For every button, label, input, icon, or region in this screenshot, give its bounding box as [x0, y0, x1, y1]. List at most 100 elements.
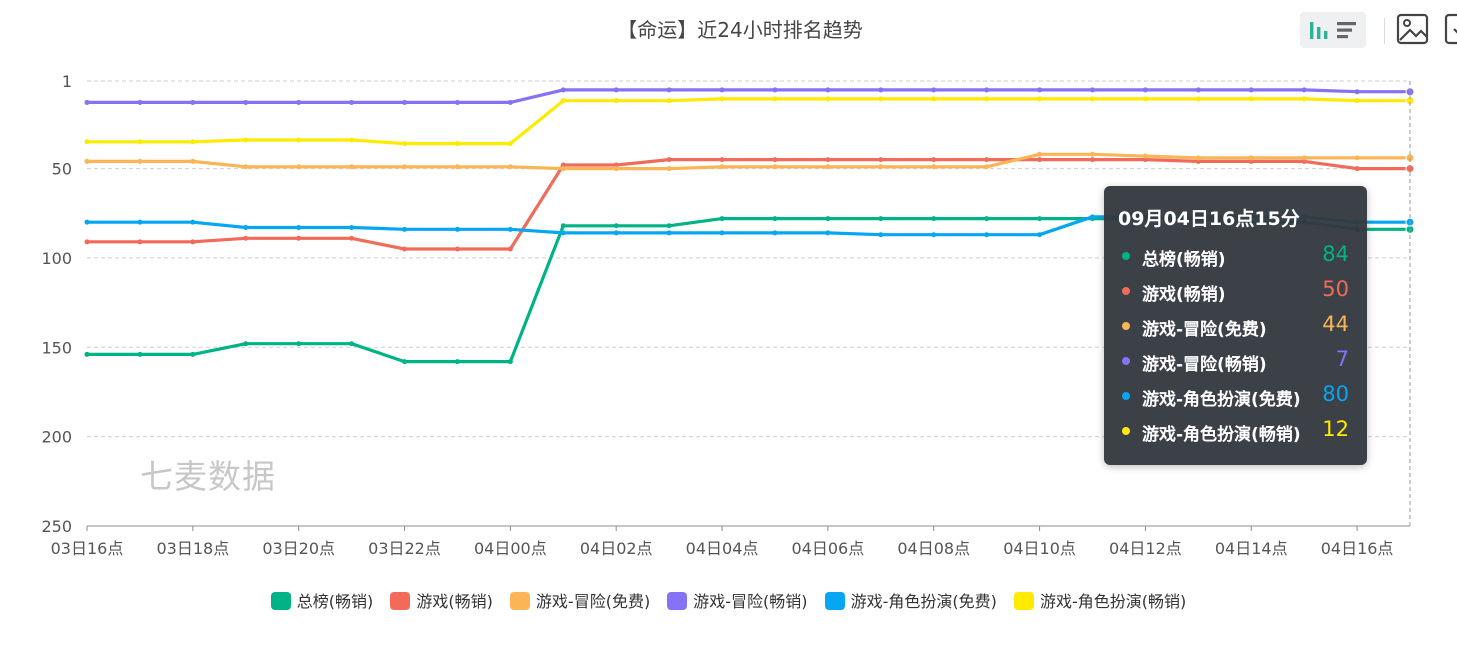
series-point	[1089, 87, 1095, 93]
legend-label: 总榜(畅销)	[296, 592, 374, 611]
series-point	[984, 232, 990, 238]
tooltip: 09月04日16点15分 总榜(畅销) 84 游戏(畅销) 50 游戏-冒险(免…	[1104, 186, 1367, 465]
series-point	[984, 96, 990, 102]
legend-item[interactable]: 游戏-冒险(免费)	[509, 588, 651, 612]
series-point	[1195, 158, 1201, 164]
series-point	[1142, 87, 1148, 93]
legend-label: 游戏-冒险(免费)	[535, 592, 651, 611]
x-tick-label: 04日00点	[474, 539, 547, 558]
series-point	[666, 157, 672, 163]
legend-item[interactable]: 总榜(畅销)	[270, 588, 374, 612]
series-point	[1248, 96, 1254, 102]
series-point	[1248, 158, 1254, 164]
series-point	[190, 139, 196, 145]
series-point	[454, 99, 460, 105]
tooltip-value: 84	[1322, 242, 1349, 266]
series-point	[296, 164, 302, 170]
series-line	[87, 152, 1410, 171]
series-point	[84, 239, 90, 245]
tooltip-row: 游戏-冒险(畅销) 7	[1104, 345, 1367, 375]
legend-item[interactable]: 游戏-角色扮演(畅销)	[1014, 588, 1186, 612]
series-point	[137, 351, 143, 357]
bar-chart-icon[interactable]	[1308, 18, 1330, 42]
tooltip-row: 游戏-冒险(免费) 44	[1104, 310, 1367, 340]
series-point	[984, 216, 990, 222]
series-point	[1195, 96, 1201, 102]
series-point	[613, 223, 619, 229]
series-point	[84, 139, 90, 145]
series-point	[296, 225, 302, 231]
x-tick-label: 03日16点	[51, 539, 124, 558]
legend-swatch	[1014, 592, 1034, 610]
tooltip-label: 游戏-角色扮演(免费)	[1142, 390, 1301, 410]
series-point	[1142, 153, 1148, 159]
legend-item[interactable]: 游戏-冒险(畅销)	[667, 588, 808, 612]
tooltip-value: 7	[1335, 347, 1349, 371]
y-tick-label: 250	[41, 517, 72, 536]
series-point	[719, 164, 725, 170]
series-point	[1089, 151, 1095, 157]
series-point	[1089, 96, 1095, 102]
series-point	[402, 226, 408, 232]
series-point	[772, 164, 778, 170]
series-point	[1195, 155, 1201, 161]
tooltip-label: 游戏-冒险(畅销)	[1142, 355, 1267, 375]
series-point	[878, 87, 884, 93]
series-line	[87, 158, 1410, 251]
series-point	[1142, 96, 1148, 102]
series-point	[402, 164, 408, 170]
series-point	[931, 96, 937, 102]
legend-item[interactable]: 游戏(畅销)	[390, 588, 493, 612]
series-point	[84, 158, 90, 164]
series-point	[137, 239, 143, 245]
series-point	[454, 141, 460, 147]
series-point	[507, 226, 513, 232]
series-point	[402, 359, 408, 365]
series-point	[613, 230, 619, 236]
download-icon[interactable]	[1444, 12, 1457, 48]
series-point	[137, 219, 143, 225]
series-point	[878, 232, 884, 238]
series-point	[1301, 155, 1307, 161]
tooltip-row: 游戏-角色扮演(畅销) 12	[1104, 415, 1367, 445]
y-tick-label: 200	[41, 428, 72, 447]
series-point	[931, 232, 937, 238]
legend: 总榜(畅销) 游戏(畅销) 游戏-冒险(免费) 游戏-冒险(畅销) 游戏-角色扮…	[0, 588, 1457, 612]
series-point	[1037, 87, 1043, 93]
series-point	[507, 164, 513, 170]
series-point	[190, 99, 196, 105]
tooltip-row: 游戏(畅销) 50	[1104, 275, 1367, 305]
list-icon[interactable]	[1336, 18, 1358, 42]
y-tick-label: 150	[41, 338, 72, 357]
series-point	[454, 226, 460, 232]
x-tick-label: 04日14点	[1215, 539, 1288, 558]
series-point	[454, 164, 460, 170]
series-point	[878, 157, 884, 163]
tooltip-row: 总榜(畅销) 84	[1104, 240, 1367, 270]
series-point	[984, 157, 990, 163]
x-tick-label: 04日02点	[580, 539, 653, 558]
series-point	[666, 230, 672, 236]
series-point	[243, 99, 249, 105]
legend-swatch	[667, 592, 688, 610]
series-point	[613, 87, 619, 93]
series-point	[243, 235, 249, 241]
series-point	[666, 98, 672, 104]
tooltip-dot	[1122, 287, 1130, 295]
series-point	[507, 141, 513, 147]
view-toggle[interactable]	[1300, 12, 1366, 48]
series-point	[84, 99, 90, 105]
legend-item[interactable]: 游戏-角色扮演(免费)	[824, 588, 997, 612]
chart-title: 【命运】近24小时排名趋势	[617, 18, 863, 42]
series-point	[1354, 166, 1360, 172]
series-point	[560, 162, 566, 168]
series-point	[1037, 216, 1043, 222]
series-point	[666, 166, 672, 172]
series-point	[984, 87, 990, 93]
series-point	[243, 225, 249, 231]
image-icon[interactable]	[1396, 12, 1432, 48]
series-point	[772, 157, 778, 163]
series-point	[1354, 89, 1360, 95]
series-point	[507, 246, 513, 252]
series-point	[560, 98, 566, 104]
